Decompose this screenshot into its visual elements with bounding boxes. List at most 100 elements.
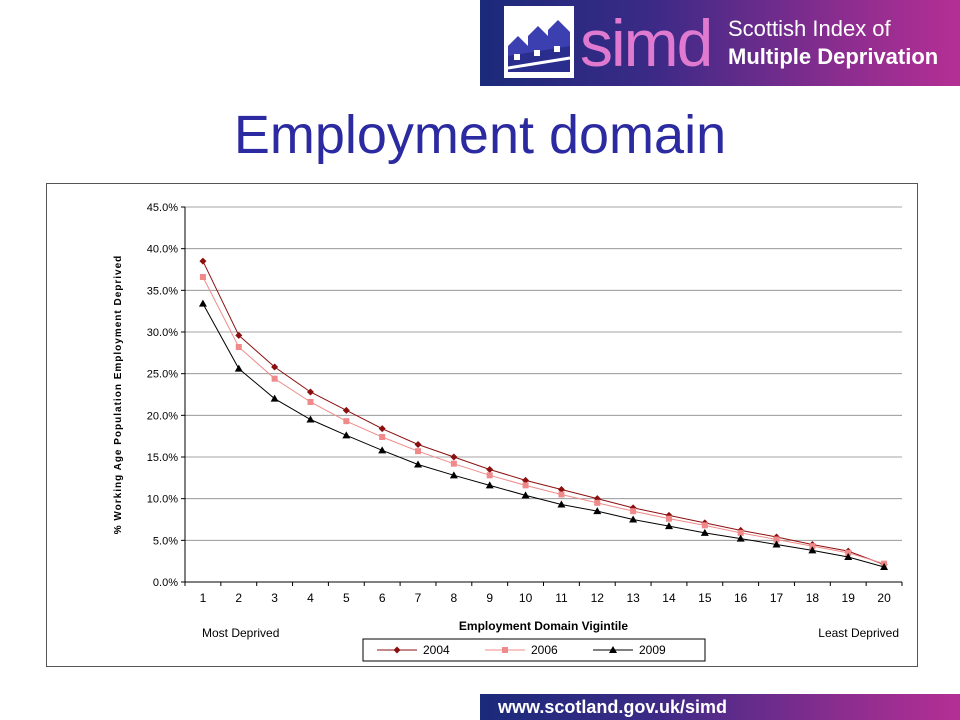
x-tick-label: 18 [806,591,820,605]
x-left-note: Most Deprived [202,626,279,640]
data-point-2009 [557,500,566,508]
houses-logo-icon [504,6,574,78]
data-point-2006 [486,472,493,479]
data-point-2006 [665,515,672,522]
legend-label-2006: 2006 [531,643,558,657]
x-tick-label: 5 [343,591,350,605]
x-tick-label: 1 [200,591,207,605]
data-point-2006 [522,482,529,489]
x-tick-label: 15 [698,591,712,605]
data-point-2004 [271,363,279,371]
y-axis-label: % Working Age Population Employment Depr… [113,255,124,535]
data-point-2006 [594,499,601,506]
data-point-2004 [235,331,243,339]
data-point-2004 [522,476,530,484]
x-tick-label: 20 [877,591,891,605]
y-tick-label: 20.0% [147,410,178,422]
data-point-2004 [450,453,458,461]
x-tick-label: 14 [662,591,676,605]
data-point-2004 [378,425,386,433]
x-tick-label: 13 [626,591,640,605]
data-point-2009 [414,460,423,468]
y-tick-label: 30.0% [147,327,178,339]
footer-url-link[interactable]: www.scotland.gov.uk/simd [498,697,728,717]
line-chart: 0.0% 5.0% 10.0% 15.0% 20.0% 25.0% 30.0% 35.0% 40… [113,202,903,662]
data-point-2009 [234,364,243,372]
data-point-2004 [306,388,314,396]
slide-title: Employment domain [233,105,727,165]
x-tick-label: 12 [591,591,605,605]
data-point-2009 [772,540,781,548]
chart-frame: 0.0% 5.0% 10.0% 15.0% 20.0% 25.0% 30.0% 35.0% 40… [46,183,918,667]
data-point-2004 [665,511,673,519]
data-point-2009 [593,507,602,515]
data-point-2006 [701,522,708,529]
logo-subtitle-line1: Scottish Index of [728,16,891,41]
x-tick-label: 4 [307,591,314,605]
data-point-2006 [415,448,422,455]
x-right-note: Least Deprived [818,626,899,640]
x-tick-label: 16 [734,591,748,605]
data-point-2004 [557,486,565,493]
y-tick-label: 45.0% [147,202,178,214]
data-point-2009 [629,515,638,523]
data-point-2009 [198,299,207,307]
logo-subtitle-line2: Multiple Deprivation [728,44,939,69]
data-point-2009 [844,553,853,560]
logo-wordmark: simd [580,6,713,80]
data-point-2006 [199,274,206,280]
footer-banner: www.scotland.gov.uk/simd [480,694,960,720]
legend-label-2009: 2009 [639,643,666,657]
y-tick-label: 25.0% [147,369,178,381]
data-point-2004 [199,257,207,265]
x-tick-label: 9 [486,591,493,605]
y-tick-label: 10.0% [147,494,178,506]
y-tick-label: 0.0% [153,577,178,589]
data-point-2009 [485,481,494,489]
x-tick-label: 3 [271,591,278,605]
y-tick-label: 15.0% [147,452,178,464]
legend-label-2004: 2004 [423,643,450,657]
data-point-2006 [271,375,278,382]
header-banner: simd Scottish Index of Multiple Deprivat… [480,0,960,86]
data-point-2009 [270,394,279,402]
data-point-2009 [700,528,709,536]
data-point-2009 [880,563,889,570]
legend-marker-2006 [502,647,508,653]
x-tick-label: 19 [842,591,856,605]
data-point-2004 [342,406,350,414]
series-line-2004 [202,260,885,565]
legend-marker-2004 [393,646,401,654]
data-point-2009 [808,546,817,554]
x-tick-label: 2 [235,591,242,605]
data-point-2006 [773,536,780,543]
data-point-2006 [235,344,242,350]
x-tick-label: 10 [519,591,533,605]
y-tick-label: 40.0% [147,244,178,256]
data-point-2006 [845,549,852,556]
data-point-2009 [521,491,530,499]
data-point-2009 [378,446,387,454]
data-point-2009 [449,471,458,479]
data-point-2006 [307,399,314,405]
legend-marker-2009 [609,646,617,653]
data-point-2006 [450,460,457,467]
x-tick-label: 17 [770,591,784,605]
data-point-2004 [414,441,422,448]
y-tick-label: 5.0% [153,535,178,547]
x-tick-label: 8 [451,591,458,605]
data-point-2009 [342,431,351,439]
x-tick-label: 11 [555,591,568,605]
data-point-2009 [306,415,315,423]
x-tick-label: 7 [415,591,422,605]
data-point-2004 [486,466,494,473]
series-line-2006 [202,276,885,565]
data-point-2006 [630,508,637,515]
y-tick-label: 35.0% [147,285,178,297]
data-point-2009 [736,534,745,542]
data-point-2006 [379,434,386,440]
data-point-2006 [737,529,744,536]
legend-box [362,638,706,662]
series-line-2009 [202,303,885,568]
data-point-2006 [343,418,350,425]
